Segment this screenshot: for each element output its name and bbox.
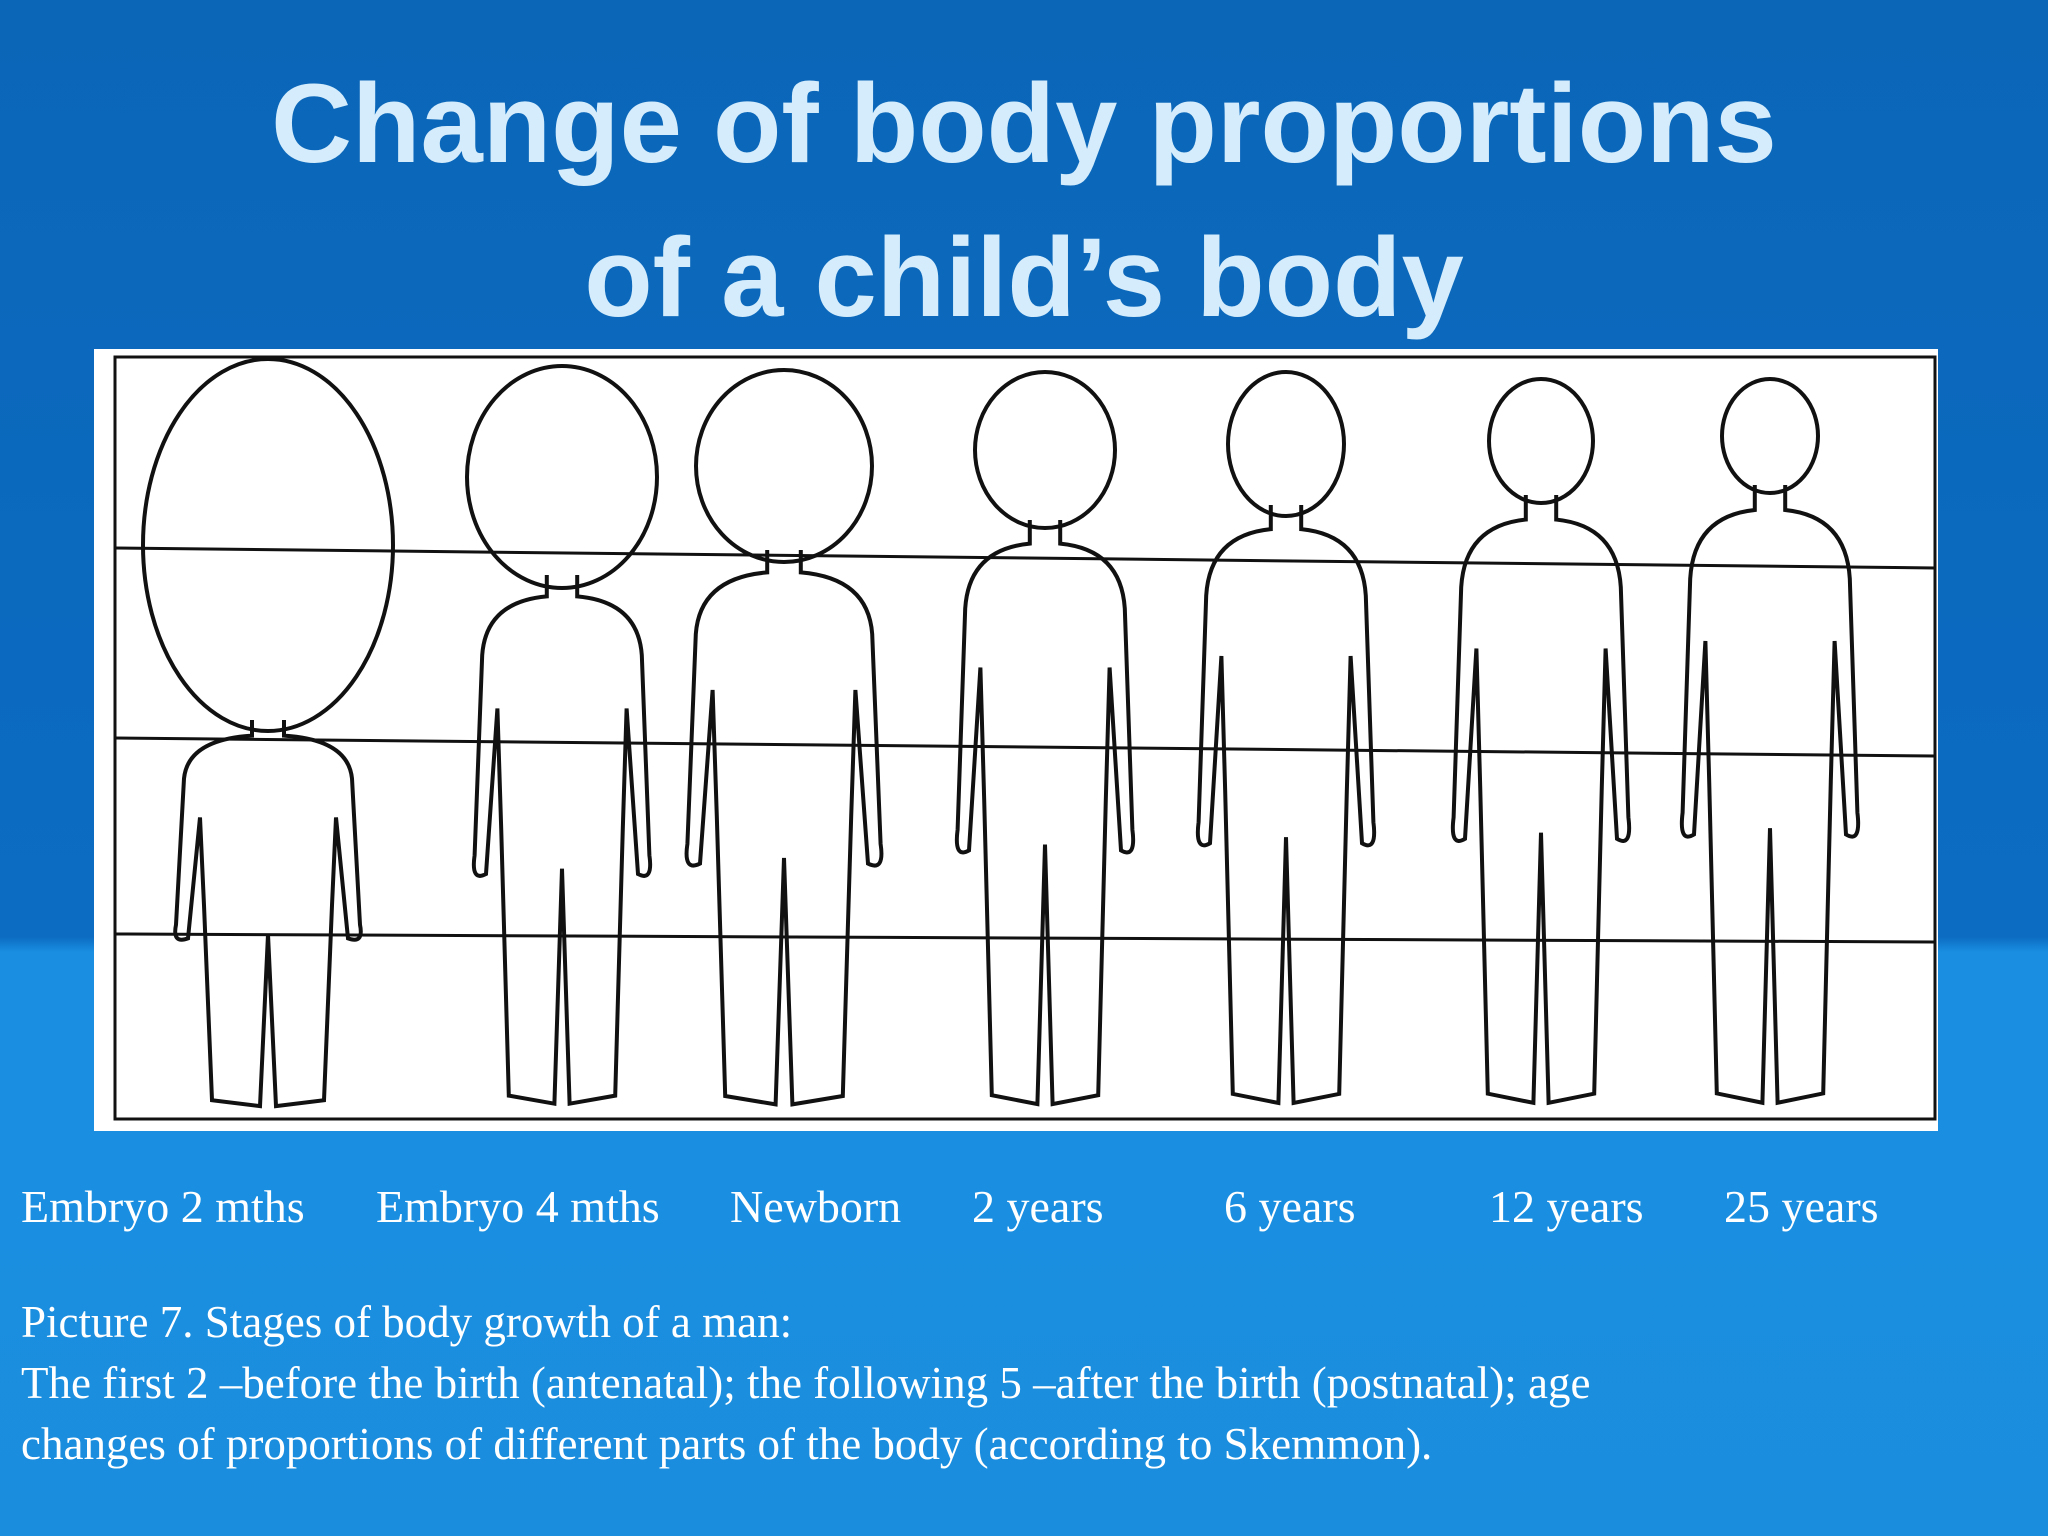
caption-line: The first 2 –before the birth (antenatal…: [21, 1358, 1591, 1408]
stage-label: 2 years: [972, 1181, 1104, 1232]
stage-label: 25 years: [1724, 1181, 1879, 1232]
stage-label: Newborn: [730, 1181, 902, 1232]
figures: [141, 357, 1858, 1106]
stage-label: 6 years: [1224, 1181, 1356, 1232]
stage-label: Embryo 2 mths: [21, 1181, 305, 1232]
caption-line: changes of proportions of different part…: [21, 1419, 1433, 1469]
title-line: Change of body proportions: [271, 61, 1777, 186]
title-line: of a child’s body: [584, 215, 1464, 340]
stage-label: Embryo 4 mths: [376, 1181, 660, 1232]
caption-line: Picture 7. Stages of body growth of a ma…: [21, 1297, 793, 1347]
stage-label: 12 years: [1489, 1181, 1644, 1232]
proportion-lines: [114, 546, 1936, 944]
